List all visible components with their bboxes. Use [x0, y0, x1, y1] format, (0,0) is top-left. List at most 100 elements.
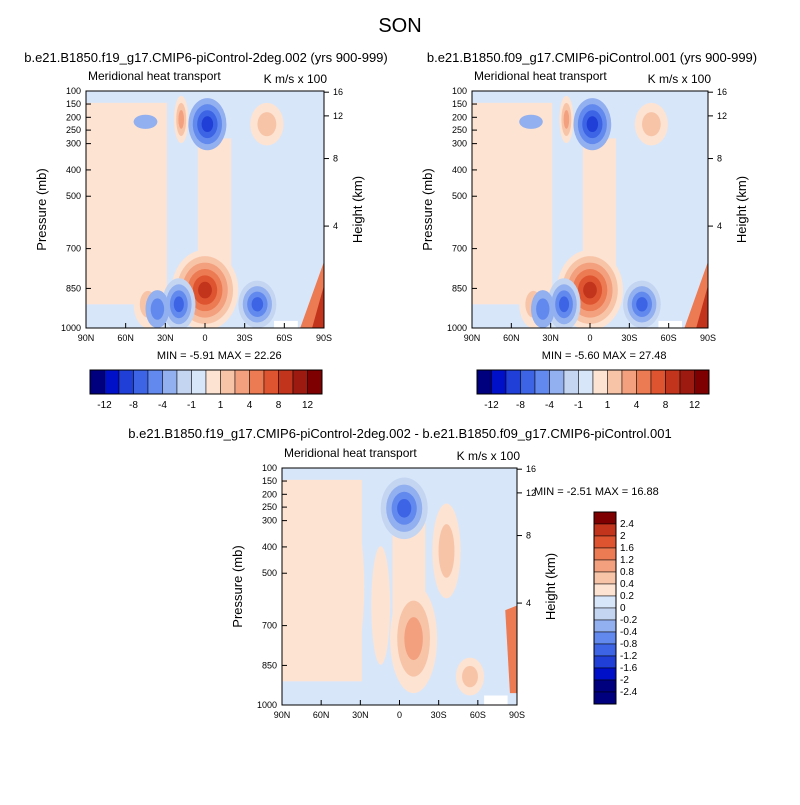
colorbar-box [191, 369, 207, 395]
y-tick-label: 700 [66, 244, 81, 254]
colorbar-label: -8 [129, 400, 138, 411]
colorbar-box [650, 369, 666, 395]
y-tick-label: 700 [452, 244, 467, 254]
y-right-tick-label: 16 [717, 87, 727, 97]
y-right-tick-label: 4 [717, 221, 722, 231]
colorbar-box [593, 571, 617, 585]
field-region-north [86, 102, 167, 305]
colorbar-box [621, 369, 637, 395]
y-axis-label: Pressure (mb) [34, 168, 49, 250]
colorbar-box [89, 369, 105, 395]
contour-cell [636, 297, 648, 312]
x-tick-label: 30S [431, 710, 447, 720]
x-tick-label: 90S [700, 333, 716, 343]
colorbar-label: 0.2 [620, 591, 634, 602]
colorbar-box [162, 369, 178, 395]
colorbar-label: -4 [545, 400, 554, 411]
contour-cell [536, 298, 550, 320]
colorbar-label: -1 [574, 400, 583, 411]
y-axis-label: Pressure (mb) [230, 545, 245, 627]
missing-data [658, 320, 683, 328]
contour-cell [462, 665, 478, 688]
contour-cell [312, 285, 324, 328]
units-label: K m/s x 100 [457, 449, 521, 463]
colorbar-box [578, 369, 594, 395]
colorbar-box [593, 559, 617, 573]
contour-cell [559, 296, 570, 313]
colorbar-label: -12 [484, 400, 499, 411]
min-max-label: MIN = -5.91 MAX = 22.26 [157, 350, 282, 362]
y-right-tick-label: 12 [333, 111, 343, 121]
colorbar-label: 12 [302, 400, 314, 411]
colorbar-box [505, 369, 521, 395]
colorbar-box [118, 369, 134, 395]
min-max-label: MIN = -2.51 MAX = 16.88 [534, 486, 659, 498]
y-tick-label: 1000 [257, 700, 277, 710]
x-tick-label: 0 [202, 333, 207, 343]
colorbar-box [593, 667, 617, 681]
inner-title: Meridional heat transport [284, 446, 417, 460]
colorbar-box [534, 369, 550, 395]
colorbar-label: 1.2 [620, 555, 634, 566]
contour-cell [696, 285, 708, 328]
x-tick-label: 30N [542, 333, 559, 343]
panel2-title: b.e21.B1850.f09_g17.CMIP6-piControl.001 … [427, 50, 757, 65]
y-tick-label: 300 [262, 516, 277, 526]
y-tick-label: 400 [262, 542, 277, 552]
colorbar-label: -0.2 [620, 615, 638, 626]
contour-cell [505, 605, 517, 694]
x-tick-label: 60S [276, 333, 292, 343]
colorbar-label: 0.8 [620, 567, 634, 578]
colorbar-label: -0.4 [620, 627, 638, 638]
colorbar-label: -1.6 [620, 663, 638, 674]
colorbar-box [607, 369, 623, 395]
y-tick-label: 150 [452, 99, 467, 109]
colorbar-label: -12 [97, 400, 112, 411]
contour-cell [519, 114, 543, 129]
y-tick-label: 400 [452, 165, 467, 175]
colorbar-label: -2 [620, 675, 629, 686]
colorbar-box [307, 369, 323, 395]
y-tick-label: 100 [452, 86, 467, 96]
y-tick-label: 400 [66, 165, 81, 175]
colorbar-box [278, 369, 294, 395]
x-tick-label: 30S [621, 333, 637, 343]
y-tick-label: 100 [66, 86, 81, 96]
x-tick-label: 90S [509, 710, 525, 720]
x-tick-label: 90N [274, 710, 291, 720]
colorbar-box [220, 369, 236, 395]
y-right-axis-label: Height (km) [350, 176, 365, 243]
y-tick-label: 150 [262, 476, 277, 486]
y-right-tick-label: 16 [526, 464, 536, 474]
y-tick-label: 250 [452, 125, 467, 135]
y-tick-label: 850 [262, 660, 277, 670]
colorbar-box [476, 369, 492, 395]
contour-cell [201, 116, 214, 133]
y-tick-label: 250 [262, 502, 277, 512]
colorbar-box [593, 583, 617, 597]
panel3-title: b.e21.B1850.f19_g17.CMIP6-piControl-2deg… [128, 426, 671, 441]
colorbar-box [176, 369, 192, 395]
y-right-tick-label: 4 [333, 221, 338, 231]
colorbar-label: 8 [276, 400, 282, 411]
panel3-colorbar: 2.421.61.20.80.40.20-0.2-0.4-0.8-1.2-1.6… [593, 511, 638, 705]
colorbar-box [593, 511, 617, 525]
colorbar-box [520, 369, 536, 395]
y-right-tick-label: 4 [526, 598, 531, 608]
colorbar-box [593, 643, 617, 657]
x-tick-label: 90N [464, 333, 481, 343]
contour-cell [583, 281, 597, 299]
x-tick-label: 0 [587, 333, 592, 343]
colorbar-label: 8 [663, 400, 669, 411]
x-tick-label: 60N [313, 710, 330, 720]
x-tick-label: 0 [397, 710, 402, 720]
colorbar-label: 1 [605, 400, 611, 411]
colorbar-box [593, 607, 617, 621]
contour-cell [340, 515, 365, 658]
x-tick-label: 60S [470, 710, 486, 720]
y-tick-label: 250 [66, 125, 81, 135]
y-tick-label: 200 [262, 489, 277, 499]
contour-cell [150, 298, 165, 320]
y-right-axis-label: Height (km) [543, 553, 558, 620]
colorbar-box [234, 369, 250, 395]
